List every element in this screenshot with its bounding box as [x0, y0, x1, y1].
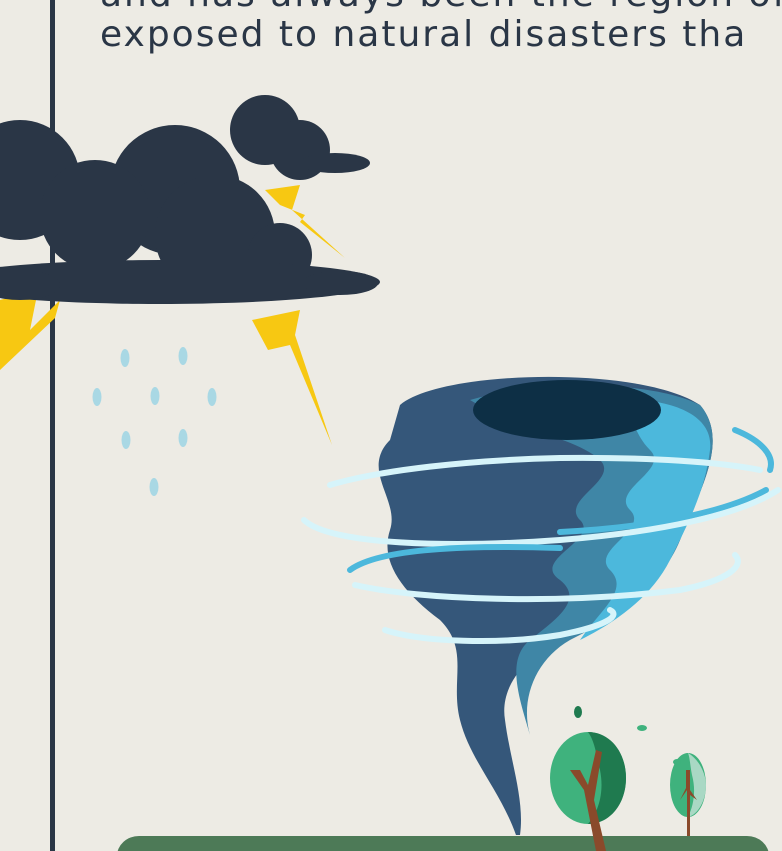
tornado-icon — [378, 376, 713, 835]
text-line-2: exposed to natural disasters tha — [100, 14, 748, 55]
ground-icon — [117, 836, 769, 851]
vertical-divider-line — [50, 0, 55, 851]
swirl-lines — [301, 427, 781, 645]
tree-icon — [550, 706, 706, 851]
text-line-1: and has always been the region of — [100, 0, 782, 15]
lightning-icon — [0, 185, 345, 445]
raindrop-icon — [92, 347, 217, 496]
storm-cloud-icon — [0, 95, 380, 304]
